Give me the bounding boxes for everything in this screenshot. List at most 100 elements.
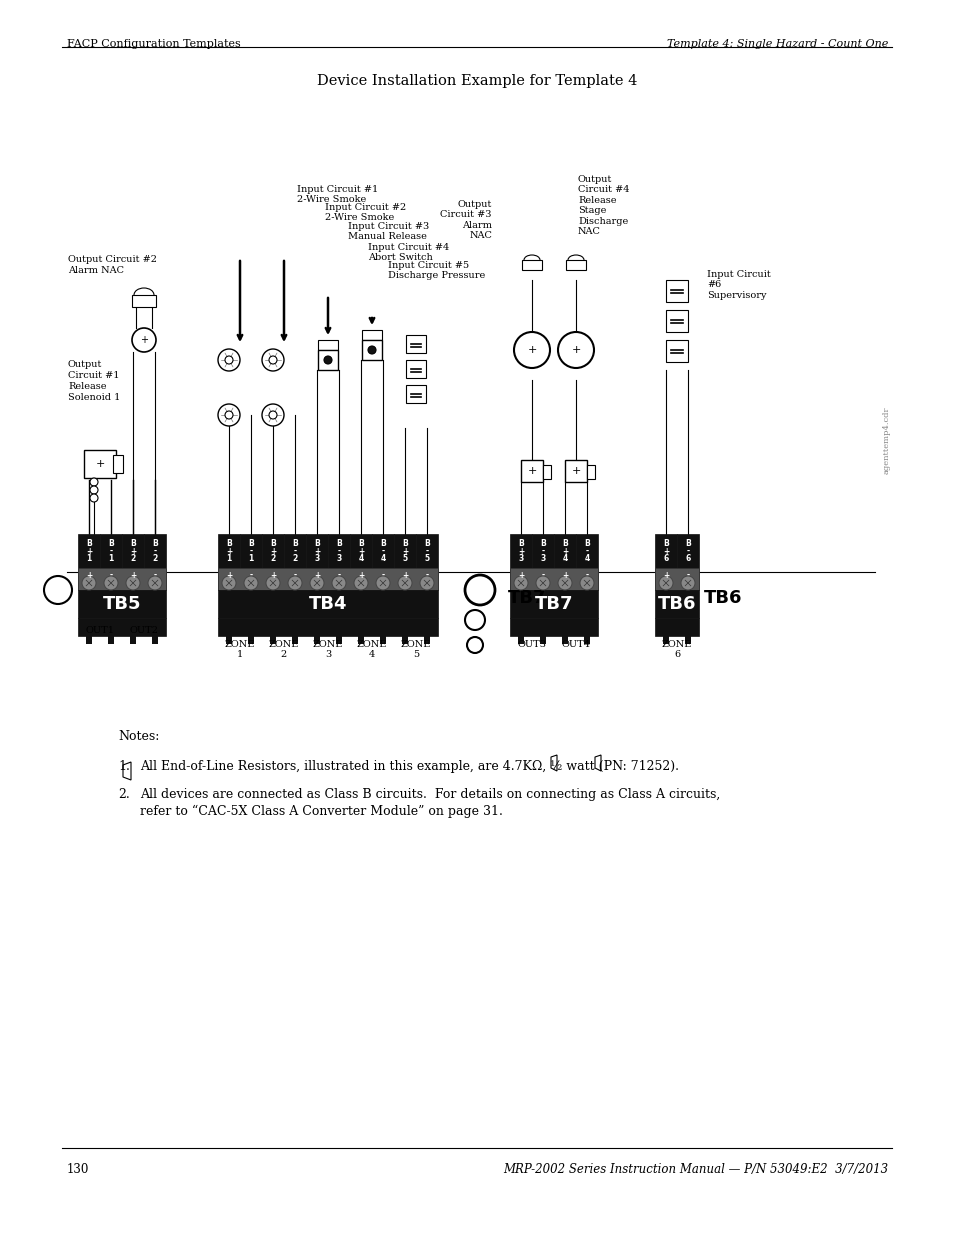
Text: B
-
1: B - 1 <box>108 538 113 563</box>
Bar <box>306 534 328 568</box>
Text: Output
Circuit #1
Release
Solenoid 1: Output Circuit #1 Release Solenoid 1 <box>68 359 120 403</box>
Text: -: - <box>425 571 428 579</box>
Text: B
-
3: B - 3 <box>335 538 341 563</box>
Bar <box>665 340 687 362</box>
Text: -: - <box>541 571 544 579</box>
Bar <box>361 330 381 340</box>
Circle shape <box>44 576 71 604</box>
Bar <box>218 568 437 590</box>
Text: B
+
1: B + 1 <box>86 538 92 563</box>
Circle shape <box>514 332 550 368</box>
Text: Device Installation Example for Template 4: Device Installation Example for Template… <box>316 74 637 88</box>
Circle shape <box>132 329 156 352</box>
Circle shape <box>148 576 162 590</box>
Text: B
+
2: B + 2 <box>270 538 275 563</box>
Text: +: + <box>314 571 320 579</box>
Text: Input Circuit #4
Abort Switch: Input Circuit #4 Abort Switch <box>368 243 449 262</box>
Circle shape <box>269 411 276 419</box>
Text: agenttemp4.cdr: agenttemp4.cdr <box>882 406 890 474</box>
Circle shape <box>90 478 98 487</box>
Text: 2.: 2. <box>118 788 130 802</box>
Text: ZONE
2: ZONE 2 <box>269 640 299 659</box>
Bar <box>564 459 586 482</box>
Bar <box>542 466 551 479</box>
Circle shape <box>419 576 434 590</box>
Text: MRP-2002 Series Instruction Manual — P/N 53049:E2  3/7/2013: MRP-2002 Series Instruction Manual — P/N… <box>502 1163 887 1176</box>
Text: ZONE
3: ZONE 3 <box>313 640 343 659</box>
Bar <box>130 636 136 643</box>
Circle shape <box>225 411 233 419</box>
Text: Input Circuit #1
2-Wire Smoke: Input Circuit #1 2-Wire Smoke <box>296 185 377 205</box>
Circle shape <box>82 576 96 590</box>
Text: -: - <box>585 571 588 579</box>
Bar <box>401 636 408 643</box>
Bar <box>84 450 116 478</box>
Circle shape <box>288 576 302 590</box>
Bar <box>677 534 699 568</box>
Circle shape <box>464 610 484 630</box>
Text: Input Circuit #2
2-Wire Smoke: Input Circuit #2 2-Wire Smoke <box>325 203 406 222</box>
Text: B
-
2: B - 2 <box>152 538 157 563</box>
Text: +: + <box>571 345 580 354</box>
Text: -: - <box>686 571 689 579</box>
Text: +: + <box>517 571 523 579</box>
Bar <box>226 636 232 643</box>
Bar <box>416 534 437 568</box>
Bar <box>539 636 545 643</box>
Bar <box>665 280 687 303</box>
Text: Output
Circuit #3
Alarm
NAC: Output Circuit #3 Alarm NAC <box>440 200 492 240</box>
Text: B
+
2: B + 2 <box>130 538 136 563</box>
Text: All devices are connected as Class B circuits.  For details on connecting as Cla: All devices are connected as Class B cir… <box>140 788 720 802</box>
Bar <box>576 534 598 568</box>
Bar <box>554 534 576 568</box>
Bar <box>292 636 297 643</box>
Circle shape <box>375 576 390 590</box>
Circle shape <box>90 494 98 501</box>
Bar <box>240 534 262 568</box>
Text: B
+
5: B + 5 <box>401 538 408 563</box>
Text: B
+
1: B + 1 <box>226 538 232 563</box>
Bar <box>684 636 690 643</box>
Text: +: + <box>130 571 136 579</box>
Bar <box>586 466 595 479</box>
Circle shape <box>218 404 240 426</box>
Bar <box>361 340 381 359</box>
Text: refer to “CAC-5X Class A Converter Module” on page 31.: refer to “CAC-5X Class A Converter Modul… <box>140 805 502 819</box>
Text: -: - <box>110 571 112 579</box>
Text: B
-
3: B - 3 <box>539 538 545 563</box>
Circle shape <box>104 576 118 590</box>
Bar <box>218 534 240 568</box>
Text: Input Circuit #3
Manual Release: Input Circuit #3 Manual Release <box>348 222 429 241</box>
Text: B
-
4: B - 4 <box>583 538 589 563</box>
Text: B
-
1: B - 1 <box>248 538 253 563</box>
Bar <box>655 568 699 590</box>
Bar <box>335 636 341 643</box>
Text: +: + <box>140 335 148 345</box>
Text: ZONE
5: ZONE 5 <box>400 640 431 659</box>
Bar <box>132 295 156 308</box>
Circle shape <box>310 576 324 590</box>
Text: +: + <box>571 466 580 475</box>
Bar <box>314 636 319 643</box>
Text: +: + <box>561 571 568 579</box>
Circle shape <box>659 576 672 590</box>
Circle shape <box>269 356 276 364</box>
Text: TB7: TB7 <box>507 589 546 606</box>
Bar <box>372 534 394 568</box>
Bar <box>510 568 598 590</box>
Circle shape <box>354 576 368 590</box>
Text: OUT3: OUT3 <box>517 640 546 650</box>
Text: B
+
6: B + 6 <box>662 538 668 563</box>
Text: TB4: TB4 <box>309 595 347 613</box>
Circle shape <box>266 576 280 590</box>
Text: B
-
5: B - 5 <box>424 538 430 563</box>
Circle shape <box>368 346 375 354</box>
Bar <box>218 590 437 618</box>
Bar <box>521 261 541 270</box>
Bar <box>78 534 100 568</box>
Bar <box>532 534 554 568</box>
Bar <box>655 618 699 636</box>
Text: B
+
4: B + 4 <box>357 538 364 563</box>
Bar <box>284 534 306 568</box>
Polygon shape <box>551 755 557 771</box>
